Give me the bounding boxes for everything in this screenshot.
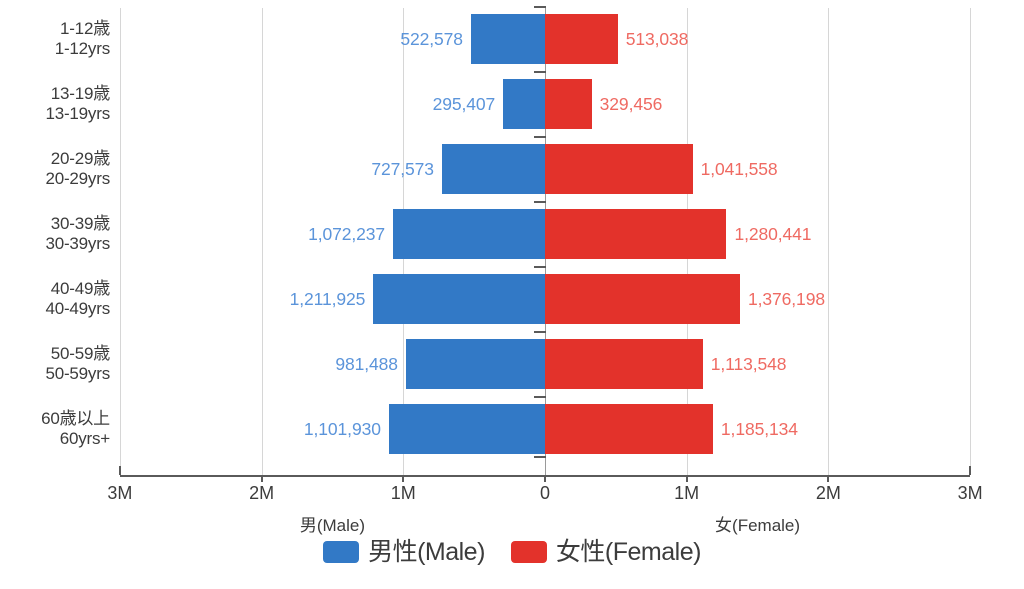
category-label-en: 50-59yrs xyxy=(45,364,110,383)
category-label-40-49yrs: 40-49歳 40-49yrs xyxy=(0,279,110,319)
chart-legend: 男性(Male) 女性(Female) xyxy=(0,532,1024,572)
gridline xyxy=(828,8,830,475)
x-axis-tick-label-1: 2M xyxy=(249,483,275,503)
bar-female-60yrs+ xyxy=(545,404,713,454)
x-axis-tick-label-6: 3M xyxy=(957,483,983,503)
value-label-male-30-39yrs: 1,072,237 xyxy=(308,224,386,244)
zero-axis-tick xyxy=(534,201,546,203)
bar-male-13-19yrs xyxy=(503,79,545,129)
x-axis-tick-label-4: 1M xyxy=(674,483,700,503)
legend-label-0: 男性(Male) xyxy=(368,537,485,566)
value-label-male-20-29yrs: 727,573 xyxy=(371,159,434,179)
x-axis-tick-2M-1 xyxy=(260,475,263,482)
x-axis-title-male: 男(Male) xyxy=(299,516,366,535)
category-label-20-29yrs: 20-29歳 20-29yrs xyxy=(0,149,110,189)
category-label-ja: 13-19歳 xyxy=(50,84,110,103)
category-label-50-59yrs: 50-59歳 50-59yrs xyxy=(0,344,110,384)
bar-male-1-12yrs xyxy=(470,14,545,64)
value-label-male-40-49yrs: 1,211,925 xyxy=(289,289,366,309)
gridline xyxy=(119,8,121,475)
zero-axis-tick xyxy=(534,331,546,333)
category-label-60yrs+: 60歳以上 60yrs+ xyxy=(0,409,110,449)
value-label-male-60yrs+: 1,101,930 xyxy=(303,419,381,439)
x-axis-tick-1M-2 xyxy=(402,475,405,482)
category-label-ja: 40-49歳 xyxy=(50,279,110,298)
bar-male-50-59yrs xyxy=(405,339,545,389)
zero-axis-tick xyxy=(534,456,546,458)
value-label-male-50-59yrs: 981,488 xyxy=(335,354,398,374)
x-axis-tick-0-3 xyxy=(544,475,546,482)
bar-male-40-49yrs xyxy=(373,274,545,324)
x-axis-tick-label-0: 3M xyxy=(107,483,133,503)
category-label-en: 1-12yrs xyxy=(54,39,110,58)
category-label-13-19yrs: 13-19歳 13-19yrs xyxy=(0,84,110,124)
category-label-ja: 50-59歳 xyxy=(50,344,110,363)
value-label-female-60yrs+: 1,185,134 xyxy=(720,419,798,439)
zero-axis-tick xyxy=(534,136,546,138)
legend-swatch-0 xyxy=(323,541,360,563)
category-label-ja: 1-12歳 xyxy=(59,19,110,38)
bar-male-20-29yrs xyxy=(441,144,545,194)
x-axis-tick-label-3: 0 xyxy=(539,483,550,503)
x-axis-tick-3M-0 xyxy=(118,466,121,475)
gridline xyxy=(970,8,972,475)
category-label-ja: 20-29歳 xyxy=(50,149,110,168)
value-label-female-50-59yrs: 1,113,548 xyxy=(710,354,787,374)
gridline xyxy=(261,8,263,475)
bar-female-40-49yrs xyxy=(545,274,740,324)
bar-female-50-59yrs xyxy=(545,339,703,389)
bar-male-60yrs+ xyxy=(388,404,545,454)
category-label-1-12yrs: 1-12歳 1-12yrs xyxy=(0,19,110,59)
zero-axis-tick xyxy=(534,6,546,8)
value-label-male-13-19yrs: 295,407 xyxy=(432,94,496,114)
zero-axis-tick xyxy=(534,396,546,398)
value-label-female-40-49yrs: 1,376,198 xyxy=(748,289,825,309)
value-label-female-1-12yrs: 513,038 xyxy=(625,29,689,49)
bar-male-30-39yrs xyxy=(393,209,545,259)
value-label-female-30-39yrs: 1,280,441 xyxy=(734,224,812,244)
category-label-ja: 30-39歳 xyxy=(50,214,110,233)
category-label-en: 20-29yrs xyxy=(45,169,110,188)
legend-label-1: 女性(Female) xyxy=(555,537,702,566)
value-label-female-20-29yrs: 1,041,558 xyxy=(700,159,778,179)
zero-axis-tick xyxy=(534,71,546,73)
legend-item-1[interactable]: 女性(Female) xyxy=(510,537,702,566)
zero-axis-tick xyxy=(534,266,546,268)
category-label-en: 60yrs+ xyxy=(59,429,111,448)
category-label-en: 30-39yrs xyxy=(45,234,110,253)
legend-swatch-1 xyxy=(510,541,547,563)
category-label-en: 13-19yrs xyxy=(45,104,110,123)
x-axis-tick-3M-6 xyxy=(969,466,972,475)
value-label-female-13-19yrs: 329,456 xyxy=(599,94,663,114)
x-axis-tick-2M-5 xyxy=(827,475,830,482)
bar-female-20-29yrs xyxy=(545,144,693,194)
x-axis-tick-label-2: 1M xyxy=(390,483,416,503)
bar-female-13-19yrs xyxy=(545,79,592,129)
category-label-30-39yrs: 30-39歳 30-39yrs xyxy=(0,214,110,254)
bar-female-30-39yrs xyxy=(545,209,727,259)
legend-item-0[interactable]: 男性(Male) xyxy=(323,537,485,566)
x-axis-title-female: 女(Female) xyxy=(715,516,801,535)
bar-female-1-12yrs xyxy=(545,14,618,64)
x-axis-tick-label-5: 2M xyxy=(815,483,841,503)
x-axis-tick-1M-4 xyxy=(685,475,688,482)
category-label-en: 40-49yrs xyxy=(45,299,110,318)
category-label-ja: 60歳以上 xyxy=(41,409,110,428)
value-label-male-1-12yrs: 522,578 xyxy=(400,29,463,49)
